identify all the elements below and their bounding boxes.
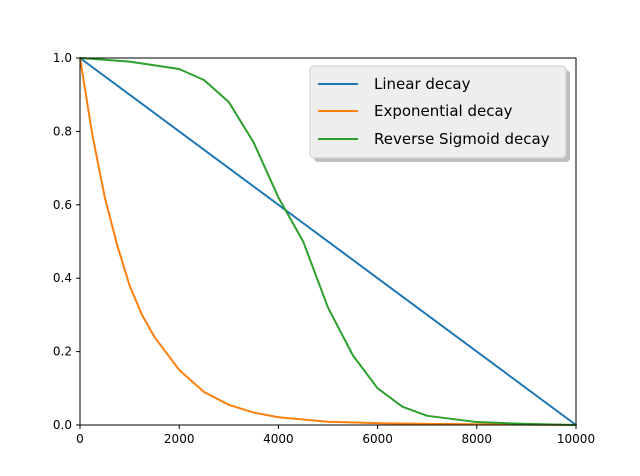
- legend-label-reverse-sigmoid: Reverse Sigmoid decay: [374, 130, 550, 148]
- legend: Linear decay Exponential decay Reverse S…: [309, 65, 570, 162]
- y-tick-label: 0.6: [53, 198, 72, 212]
- series-line-reverse-sigmoid-decay: [79, 57, 577, 426]
- y-tick-label: 0.8: [53, 124, 72, 138]
- series-line-linear-decay: [79, 57, 577, 426]
- y-tick-label: 0.4: [53, 271, 72, 285]
- plot-frame: [79, 57, 577, 426]
- y-tick-label: 0.2: [53, 345, 72, 359]
- series-lines: [79, 57, 577, 426]
- y-tick-label: 1.0: [53, 51, 72, 65]
- y-tick-label: 0.0: [53, 418, 72, 432]
- x-tick-label: 10000: [557, 432, 595, 446]
- series-line-exponential-decay: [79, 57, 577, 426]
- legend-box: [309, 65, 567, 159]
- x-tick-label: 8000: [462, 432, 493, 446]
- x-tick-label: 0: [76, 432, 84, 446]
- axis-ticks: 0 2000 4000 6000 8000 10000 0.0 0.2 0.4 0.6 0.8 1.0: [53, 51, 595, 446]
- x-tick-label: 6000: [362, 432, 393, 446]
- legend-label-linear: Linear decay: [374, 75, 471, 93]
- x-tick-label: 2000: [164, 432, 195, 446]
- x-tick-label: 4000: [263, 432, 294, 446]
- legend-label-exponential: Exponential decay: [374, 102, 513, 120]
